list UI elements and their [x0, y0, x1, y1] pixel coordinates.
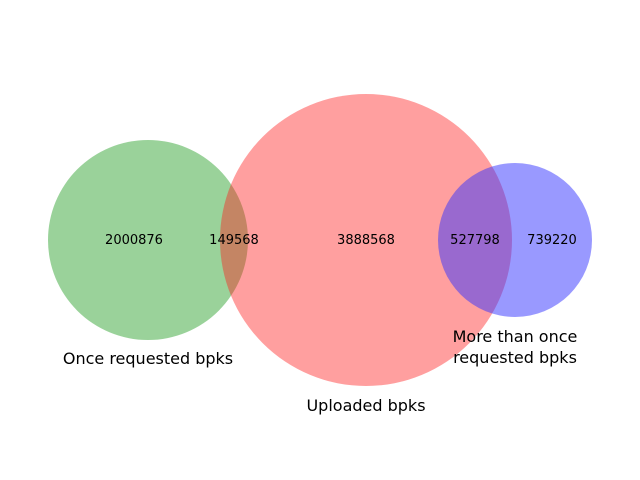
set-label-once-requested: Once requested bpks	[63, 349, 233, 368]
circle-once-requested	[48, 140, 248, 340]
set-label-more-than-once-line1: More than once	[453, 327, 578, 346]
region-uploaded-more-count: 527798	[450, 233, 500, 248]
region-once-uploaded-count: 149568	[209, 233, 259, 248]
region-once-only-count: 2000876	[105, 233, 163, 248]
circle-uploaded	[220, 94, 512, 386]
circle-more-than-once	[438, 163, 592, 317]
set-label-more-than-once-line2: requested bpks	[453, 348, 577, 367]
set-label-uploaded: Uploaded bpks	[306, 396, 425, 415]
region-more-only-count: 739220	[527, 233, 577, 248]
region-uploaded-only-count: 3888568	[337, 233, 395, 248]
